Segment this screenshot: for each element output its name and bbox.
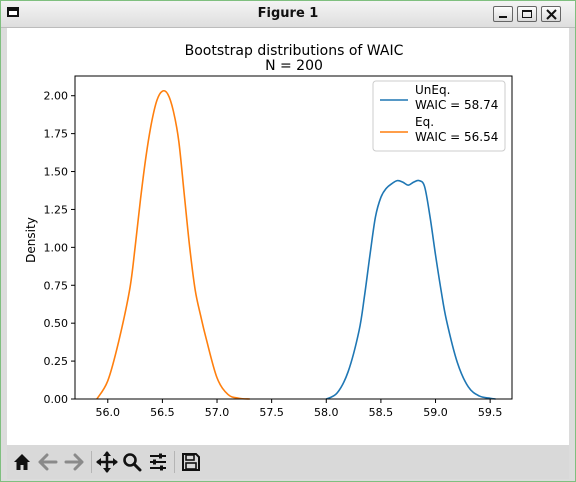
x-tick-label: 57.0: [205, 406, 230, 419]
navigation-toolbar: [7, 445, 569, 479]
density-line-equal: [96, 89, 250, 400]
x-tick-label: 59.5: [478, 406, 503, 419]
chart-subtitle: N = 200: [265, 58, 323, 74]
y-tick-label: 0.00: [44, 393, 69, 406]
legend-label-equal: Eq.: [415, 115, 434, 129]
y-tick-label: 2.00: [44, 90, 69, 103]
chart-title: Bootstrap distributions of WAIC: [185, 43, 404, 59]
legend-waic-unequal: WAIC = 58.74: [415, 98, 498, 112]
y-axis-label: Density: [24, 217, 38, 263]
zoom-button[interactable]: [121, 451, 143, 473]
forward-arrow-icon: [64, 453, 84, 471]
home-button[interactable]: [11, 451, 33, 473]
title-bar[interactable]: Figure 1: [1, 1, 575, 28]
close-button[interactable]: [541, 6, 561, 22]
density-line-unequal: [325, 179, 496, 400]
figure-canvas: Bootstrap distributions of WAIC N = 200 …: [7, 28, 569, 445]
pan-icon: [96, 451, 118, 473]
zoom-icon: [123, 453, 142, 472]
legend-label-unequal: UnEq.: [415, 83, 450, 97]
minimize-button[interactable]: [493, 6, 513, 22]
configure-subplots-button[interactable]: [147, 451, 169, 473]
plot-frame: [74, 75, 513, 400]
y-tick-label: 0.25: [44, 355, 69, 368]
back-button[interactable]: [37, 451, 59, 473]
legend-box: [372, 80, 506, 152]
configure-subplots-icon: [150, 453, 166, 471]
x-tick-label: 58.5: [369, 406, 394, 419]
y-tick-label: 1.25: [44, 203, 69, 216]
pan-button[interactable]: [96, 451, 118, 473]
x-tick-label: 58.0: [314, 406, 339, 419]
home-icon: [14, 454, 30, 470]
maximize-button[interactable]: [517, 6, 537, 22]
window-title: Figure 1: [257, 6, 319, 21]
back-arrow-icon: [38, 453, 58, 471]
y-tick-label: 0.50: [44, 317, 69, 330]
y-tick-label: 1.50: [44, 166, 69, 179]
x-tick-label: 57.5: [259, 406, 284, 419]
close-icon: [546, 9, 557, 20]
y-tick-label: 1.00: [44, 241, 69, 254]
legend-waic-equal: WAIC = 56.54: [415, 130, 498, 144]
density-chart: Bootstrap distributions of WAIC N = 200 …: [24, 43, 513, 419]
toolbar-separator: [91, 451, 92, 473]
window-icon: [7, 7, 19, 17]
x-tick-label: 56.5: [150, 406, 175, 419]
save-button[interactable]: [180, 451, 202, 473]
y-tick-label: 0.75: [44, 279, 69, 292]
forward-button[interactable]: [63, 451, 85, 473]
toolbar-separator: [174, 451, 175, 473]
x-tick-label: 59.0: [423, 406, 448, 419]
legend: UnEq. WAIC = 58.74 Eq. WAIC = 56.54: [372, 80, 506, 152]
save-icon: [182, 453, 200, 471]
y-tick-label: 1.75: [44, 128, 69, 141]
x-tick-label: 56.0: [96, 406, 121, 419]
